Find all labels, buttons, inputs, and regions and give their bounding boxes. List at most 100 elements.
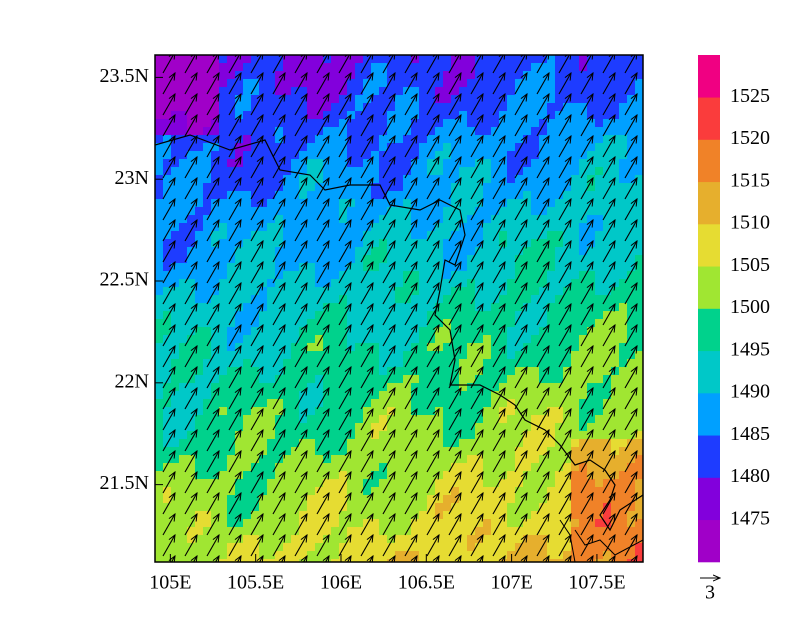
- wind-arrow: [360, 388, 373, 410]
- colorbar-label: 1500: [730, 296, 770, 318]
- wind-arrow: [206, 262, 219, 284]
- contour-cell: [331, 511, 340, 520]
- contour-cell: [475, 375, 484, 384]
- contour-cell: [395, 79, 404, 88]
- contour-cell: [195, 119, 204, 128]
- wind-arrow: [404, 157, 417, 179]
- contour-cell: [419, 159, 428, 168]
- contour-cell: [371, 335, 380, 344]
- contour-cell: [475, 463, 484, 472]
- contour-cell: [443, 319, 452, 328]
- contour-cell: [251, 495, 260, 504]
- wind-arrow: [382, 199, 395, 221]
- contour-cell: [451, 127, 460, 136]
- contour-cell: [307, 519, 316, 528]
- contour-cell: [531, 375, 540, 384]
- contour-cell: [163, 191, 172, 200]
- contour-cell: [531, 239, 540, 248]
- contour-cell: [587, 207, 596, 216]
- contour-cell: [459, 287, 468, 296]
- contour-cell: [371, 87, 380, 96]
- contour-cell: [411, 207, 420, 216]
- contour-cell: [467, 463, 476, 472]
- contour-cell: [523, 63, 532, 72]
- contour-cell: [203, 415, 212, 424]
- contour-cell: [475, 79, 484, 88]
- contour-cell: [395, 375, 404, 384]
- contour-cell: [331, 375, 340, 384]
- contour-cell: [451, 191, 460, 200]
- contour-cell: [347, 191, 356, 200]
- contour-cell: [403, 55, 412, 64]
- contour-cell: [283, 87, 292, 96]
- wind-arrow: [448, 304, 461, 326]
- contour-cell: [355, 167, 364, 176]
- contour-cell: [187, 471, 196, 480]
- wind-arrow: [536, 94, 549, 116]
- contour-cell: [187, 319, 196, 328]
- contour-cell: [227, 407, 236, 416]
- contour-cell: [403, 479, 412, 488]
- contour-cell: [171, 519, 180, 528]
- colorbar-label: 1520: [730, 127, 770, 149]
- contour-cell: [547, 447, 556, 456]
- contour-cell: [531, 295, 540, 304]
- wind-arrow: [250, 325, 263, 347]
- contour-cell: [403, 519, 412, 528]
- contour-cell: [507, 111, 516, 120]
- contour-cell: [571, 207, 580, 216]
- wind-arrow: [647, 451, 659, 472]
- contour-cell: [619, 559, 628, 562]
- contour-cell: [227, 87, 236, 96]
- contour-cell: [379, 535, 388, 544]
- contour-cell: [355, 319, 364, 328]
- wind-arrow: [426, 262, 439, 284]
- contour-cell: [395, 327, 404, 336]
- contour-cell: [459, 111, 468, 120]
- contour-cell: [531, 175, 540, 184]
- contour-cell: [219, 415, 228, 424]
- contour-cell: [619, 479, 628, 488]
- contour-cell: [531, 359, 540, 368]
- wind-arrow: [470, 199, 483, 221]
- contour-cell: [499, 175, 508, 184]
- contour-cell: [395, 431, 404, 440]
- contour-cell: [587, 487, 596, 496]
- contour-cell: [547, 231, 556, 240]
- contour-cell: [595, 351, 604, 360]
- wind-arrow: [184, 241, 197, 263]
- contour-cell: [443, 151, 452, 160]
- contour-cell: [307, 215, 316, 224]
- contour-cell: [587, 439, 596, 448]
- contour-cell: [387, 127, 396, 136]
- contour-cell: [395, 471, 404, 480]
- x-tick-label: 106E: [320, 572, 362, 594]
- contour-cell: [595, 135, 604, 144]
- contour-cell: [403, 63, 412, 72]
- wind-arrow: [228, 94, 241, 116]
- contour-cell: [427, 183, 436, 192]
- contour-cell: [467, 391, 476, 400]
- contour-cell: [547, 63, 556, 72]
- contour-cell: [595, 255, 604, 264]
- contour-cell: [187, 295, 196, 304]
- contour-cell: [243, 199, 252, 208]
- wind-arrow: [624, 409, 637, 431]
- wind-arrow: [558, 367, 571, 389]
- contour-cell: [187, 167, 196, 176]
- contour-cell: [331, 87, 340, 96]
- contour-cell: [227, 391, 236, 400]
- contour-cell: [355, 247, 364, 256]
- contour-cell: [267, 247, 276, 256]
- contour-cell: [515, 87, 524, 96]
- contour-cell: [339, 463, 348, 472]
- wind-arrow: [184, 220, 197, 242]
- contour-cell: [555, 55, 564, 64]
- contour-cell: [491, 495, 500, 504]
- contour-cell: [603, 295, 612, 304]
- contour-cell: [491, 87, 500, 96]
- contour-cell: [395, 151, 404, 160]
- contour-cell: [563, 359, 572, 368]
- contour-cell: [499, 479, 508, 488]
- wind-arrow: [514, 388, 527, 410]
